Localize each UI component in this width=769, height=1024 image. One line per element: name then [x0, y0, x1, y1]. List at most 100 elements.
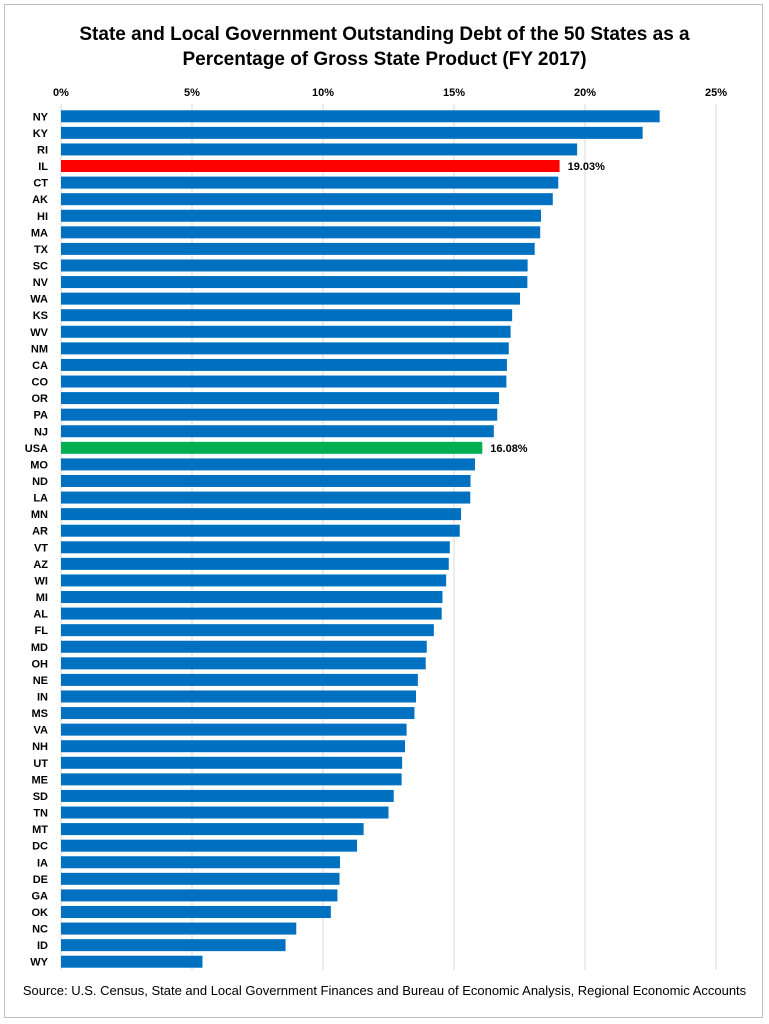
category-label: VA — [34, 725, 49, 737]
x-tick-label: 0% — [53, 87, 69, 99]
category-label: GA — [32, 890, 49, 902]
bar-va — [61, 723, 407, 736]
category-label: AR — [32, 526, 48, 538]
bar-nd — [61, 474, 471, 487]
bar-pa — [61, 408, 498, 421]
category-label: NC — [32, 924, 48, 936]
bar-ia — [61, 856, 341, 869]
category-label: NJ — [34, 426, 48, 438]
category-label: FL — [35, 625, 49, 637]
category-label: IN — [37, 691, 48, 703]
bar-sc — [61, 259, 528, 272]
category-label: NE — [33, 675, 48, 687]
data-label-usa: 16.08% — [490, 443, 528, 455]
category-label: AK — [32, 194, 48, 206]
bar-al — [61, 607, 442, 620]
bar-sd — [61, 789, 394, 802]
x-tick-label: 15% — [443, 87, 465, 99]
category-label: NY — [33, 111, 49, 123]
category-label: OK — [32, 907, 49, 919]
category-label: MI — [36, 592, 48, 604]
category-label: TX — [34, 244, 49, 256]
category-label: RI — [37, 144, 48, 156]
bar-dc — [61, 839, 358, 852]
bar-ne — [61, 673, 418, 686]
bar-nv — [61, 276, 528, 289]
x-tick-label: 25% — [705, 87, 727, 99]
bar-ar — [61, 524, 460, 537]
bar-il — [61, 160, 560, 173]
category-label: ID — [37, 940, 48, 952]
bar-mt — [61, 823, 364, 836]
bar-nm — [61, 342, 509, 355]
category-label: MS — [32, 708, 49, 720]
category-label: LA — [33, 493, 48, 505]
category-label: ME — [32, 774, 49, 786]
bar-wi — [61, 574, 447, 587]
category-label: MD — [31, 642, 48, 654]
category-label: KY — [33, 128, 49, 140]
chart-title-line1: State and Local Government Outstanding D… — [79, 24, 690, 45]
data-label-il: 19.03% — [568, 161, 606, 173]
category-label: WV — [30, 327, 48, 339]
category-label: CO — [32, 377, 49, 389]
bar-vt — [61, 541, 450, 554]
x-tick-label: 5% — [184, 87, 200, 99]
bar-nh — [61, 740, 406, 753]
category-label: MA — [31, 227, 48, 239]
bar-oh — [61, 657, 426, 670]
bar-wa — [61, 292, 521, 305]
bar-me — [61, 773, 402, 786]
bar-ky — [61, 126, 643, 139]
bar-ga — [61, 889, 338, 902]
bar-la — [61, 491, 471, 504]
x-tick-label: 20% — [574, 87, 596, 99]
bar-ms — [61, 707, 415, 720]
bar-fl — [61, 624, 434, 637]
category-label: DC — [32, 841, 48, 853]
bar-ma — [61, 226, 541, 239]
category-label: IL — [38, 161, 48, 173]
bar-az — [61, 557, 449, 570]
bar-mi — [61, 591, 443, 604]
category-label: HI — [37, 211, 48, 223]
bar-ny — [61, 110, 660, 123]
chart-title-line2: Percentage of Gross State Product (FY 20… — [182, 49, 587, 70]
category-label: ND — [32, 476, 48, 488]
bar-or — [61, 392, 500, 405]
bar-wy — [61, 955, 203, 968]
source-note: Source: U.S. Census, State and Local Gov… — [22, 983, 747, 998]
category-label: MO — [30, 459, 48, 471]
bar-co — [61, 375, 507, 388]
category-label: WA — [30, 294, 48, 306]
x-axis-ticks: 0% 5% 10% 15% 20% 25% — [53, 87, 727, 99]
category-label: SD — [33, 791, 48, 803]
category-label: UT — [33, 758, 48, 770]
bar-ak — [61, 193, 553, 206]
bar-id — [61, 939, 286, 952]
chart-title: State and Local Government Outstanding D… — [0, 22, 769, 72]
category-label: VT — [34, 542, 48, 554]
category-label: MT — [32, 824, 48, 836]
bar-mn — [61, 508, 462, 521]
bar-ca — [61, 358, 507, 371]
bar-de — [61, 872, 340, 885]
category-label: DE — [33, 874, 48, 886]
bars — [61, 110, 660, 968]
category-label: TN — [33, 808, 48, 820]
category-label: SC — [33, 260, 48, 272]
category-label: NM — [31, 343, 48, 355]
category-label: NV — [33, 277, 49, 289]
bar-mo — [61, 458, 475, 471]
bar-ct — [61, 176, 559, 189]
category-label: NH — [32, 741, 48, 753]
bar-hi — [61, 209, 541, 222]
bar-tn — [61, 806, 389, 819]
category-label: KS — [33, 310, 48, 322]
bar-nj — [61, 425, 494, 438]
bar-tx — [61, 242, 535, 255]
category-labels: NY KY RI IL CT AK HI MA TX SC NV WA KS WV NM CA CO OR PA NJ… — [25, 111, 49, 968]
category-label: MN — [31, 509, 48, 521]
category-label: AZ — [33, 559, 48, 571]
